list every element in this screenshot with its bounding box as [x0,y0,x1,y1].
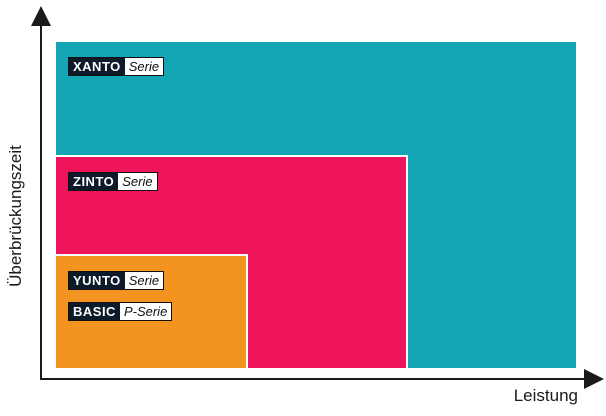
y-axis-line [40,22,42,380]
tag-yunto-suffix: Serie [124,272,164,289]
tag-yunto-brand: YUNTO [69,272,125,289]
x-axis-label: Leistung [513,386,578,405]
tag-basic: BASIC P-Serie [68,302,173,321]
x-axis-arrow-icon [584,369,604,389]
tag-zinto-brand: ZINTO [69,173,119,190]
tag-yunto: YUNTO Serie [68,271,165,290]
tag-zinto-suffix: Serie [118,173,157,190]
y-axis-arrow-icon [31,6,51,26]
tag-basic-brand: BASIC [69,303,120,320]
y-axis-label: Überbrückungszeit [6,145,25,287]
tag-zinto: ZINTO Serie [68,172,158,191]
tag-basic-suffix: P-Serie [119,303,172,320]
x-axis-line [40,378,586,380]
tag-xanto: XANTO Serie [68,57,165,76]
tag-xanto-suffix: Serie [124,58,164,75]
tag-xanto-brand: XANTO [69,58,125,75]
